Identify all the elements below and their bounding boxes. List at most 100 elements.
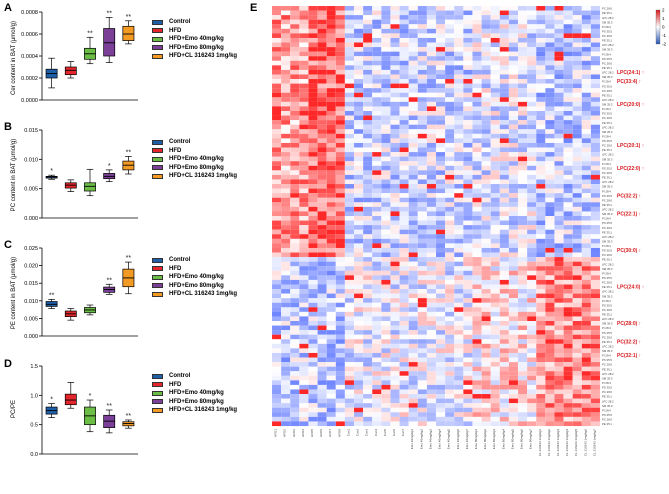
heatmap-cell	[581, 275, 591, 280]
heatmap-cell	[527, 206, 537, 212]
heatmap-cell	[554, 279, 564, 285]
heatmap-cell	[290, 6, 300, 11]
heatmap-cell	[381, 184, 391, 189]
heatmap-cell	[481, 97, 491, 102]
heatmap-cell	[545, 403, 555, 408]
heatmap-cell	[390, 339, 400, 344]
heatmap-cell	[481, 321, 491, 326]
heatmap-cell	[408, 316, 418, 322]
legend-swatch	[152, 390, 163, 396]
heatmap-cell	[281, 42, 291, 48]
heatmap-cell	[563, 47, 573, 52]
heatmap-cell	[354, 15, 364, 20]
heatmap-cell	[399, 19, 409, 25]
heatmap-cell	[272, 289, 282, 294]
heatmap-cell	[290, 101, 300, 107]
heatmap-cell	[445, 170, 455, 175]
heatmap-cell	[390, 111, 400, 116]
heatmap-cell	[590, 334, 601, 340]
heatmap-cell	[445, 325, 455, 331]
heatmap-cell	[581, 47, 591, 52]
heatmap-cell	[290, 325, 300, 331]
heatmap-cell	[436, 289, 446, 294]
heatmap-cell	[472, 298, 482, 303]
heatmap-cell	[527, 293, 537, 299]
heatmap-cell	[463, 174, 473, 180]
heatmap-cell	[563, 266, 573, 271]
heatmap-cell	[554, 15, 564, 20]
heatmap-cell	[372, 279, 382, 285]
heatmap-cell	[536, 147, 546, 153]
heatmap-cell	[326, 216, 336, 221]
heatmap-cell	[572, 366, 582, 372]
heatmap-cell	[335, 371, 345, 376]
heatmap-cell	[508, 56, 519, 61]
heatmap-cell	[554, 252, 564, 258]
heatmap-cell	[463, 334, 473, 340]
heatmap-cell	[436, 120, 446, 125]
row-label: PE 35:1	[602, 395, 612, 399]
heatmap-cell	[354, 24, 364, 29]
heatmap-cell	[472, 412, 482, 417]
heatmap-cell	[354, 179, 364, 185]
heatmap-cell	[381, 298, 391, 303]
heatmap-cell	[299, 174, 309, 180]
heatmap-cell	[417, 142, 427, 148]
heatmap-cell	[308, 261, 318, 267]
heatmap-cell	[363, 179, 373, 185]
row-label: PI 28:4	[602, 299, 611, 303]
panel-letter-c: C	[4, 239, 12, 251]
heatmap-cell	[344, 220, 355, 226]
heatmap-cell	[454, 106, 464, 112]
heatmap-cell	[508, 279, 519, 285]
heatmap-cell	[426, 10, 437, 16]
heatmap-cell	[445, 389, 455, 395]
heatmap-cell	[408, 412, 418, 417]
heatmap-cell	[499, 152, 509, 157]
heatmap-cell	[536, 266, 546, 271]
heatmap-cell	[299, 138, 309, 144]
heatmap-cell	[518, 389, 528, 395]
heatmap-cell	[545, 79, 555, 84]
heatmap-cell	[354, 279, 364, 285]
heatmap-cell	[536, 197, 546, 203]
heatmap-cell	[372, 220, 382, 226]
heatmap-cell	[299, 65, 309, 70]
heatmap-cell	[344, 10, 355, 16]
heatmap-cell	[490, 42, 500, 48]
heatmap-cell	[454, 138, 464, 144]
heatmap-cell	[290, 416, 300, 422]
heatmap-cell	[463, 211, 473, 217]
heatmap-cell	[399, 156, 409, 162]
heatmap-cell	[381, 243, 391, 249]
column-label: Emo 80mg/kg3	[492, 429, 496, 450]
heatmap-cell	[326, 375, 336, 381]
heatmap-cell	[272, 421, 282, 427]
heatmap-cell	[545, 142, 555, 148]
heatmap-cell	[545, 343, 555, 349]
heatmap-cell	[426, 403, 437, 408]
heatmap-cell	[472, 65, 482, 70]
column-label: CL 316243 1mg/kg1	[538, 429, 542, 456]
heatmap-cell	[308, 243, 318, 249]
heatmap-cell	[445, 152, 455, 157]
heatmap-cell	[445, 88, 455, 93]
heatmap-cell	[581, 51, 591, 57]
heatmap-cell	[299, 339, 309, 344]
heatmap-cell	[299, 56, 309, 61]
legend-label: HFD	[169, 27, 182, 34]
heatmap-cell	[545, 206, 555, 212]
heatmap-cell	[317, 234, 327, 239]
heatmap-cell	[399, 206, 409, 212]
heatmap-cell	[408, 398, 418, 404]
heatmap-cell	[554, 266, 564, 271]
heatmap-cell	[572, 403, 582, 408]
heatmap-cell	[508, 88, 519, 93]
heatmap-cell	[308, 384, 318, 390]
heatmap-cell	[299, 83, 309, 89]
heatmap-cell	[481, 28, 491, 34]
heatmap-cell	[335, 375, 345, 381]
heatmap-cell	[472, 74, 482, 80]
heatmap-cell	[372, 129, 382, 134]
heatmap-cell	[308, 28, 318, 34]
